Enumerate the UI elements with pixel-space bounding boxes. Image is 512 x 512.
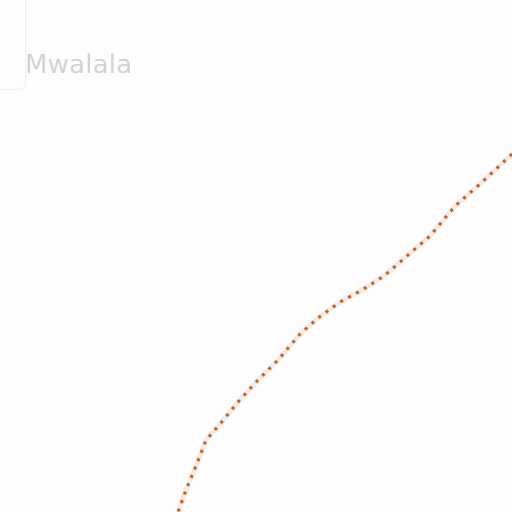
- place-label-mwalala[interactable]: Mwalala: [25, 50, 133, 80]
- dashed-road[interactable]: [176, 152, 512, 512]
- road-casing: [175, 151, 512, 512]
- label-box-icon: [0, 0, 26, 90]
